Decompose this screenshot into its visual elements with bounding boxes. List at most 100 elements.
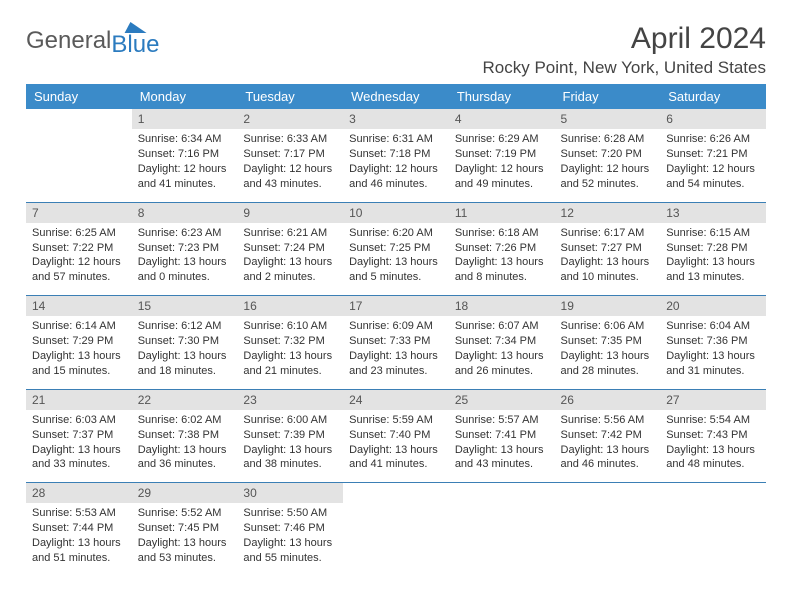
sunrise-line: Sunrise: 6:21 AM (243, 226, 337, 241)
weekday-header: Thursday (449, 84, 555, 109)
sunrise-line: Sunrise: 6:31 AM (349, 132, 443, 147)
sunrise-line: Sunrise: 6:28 AM (561, 132, 655, 147)
day-number: 9 (237, 203, 343, 223)
daylight-line-2: and 26 minutes. (455, 364, 549, 379)
location-text: Rocky Point, New York, United States (483, 58, 766, 78)
day-number: 30 (237, 483, 343, 503)
weekday-header: Saturday (660, 84, 766, 109)
sunset-line: Sunset: 7:38 PM (138, 428, 232, 443)
calendar-day-cell: 5Sunrise: 6:28 AMSunset: 7:20 PMDaylight… (555, 109, 661, 202)
calendar-day-cell: 24Sunrise: 5:59 AMSunset: 7:40 PMDayligh… (343, 389, 449, 483)
weekday-header: Wednesday (343, 84, 449, 109)
daylight-line-2: and 36 minutes. (138, 457, 232, 472)
sunrise-line: Sunrise: 6:03 AM (32, 413, 126, 428)
daylight-line-1: Daylight: 13 hours (349, 255, 443, 270)
sunrise-line: Sunrise: 5:53 AM (32, 506, 126, 521)
sunrise-line: Sunrise: 6:09 AM (349, 319, 443, 334)
sunset-line: Sunset: 7:24 PM (243, 241, 337, 256)
sunrise-line: Sunrise: 6:10 AM (243, 319, 337, 334)
sunrise-line: Sunrise: 6:34 AM (138, 132, 232, 147)
calendar-week-row: 14 Sunrise: 6:14 AMSunset: 7:29 PM Dayligh… (26, 296, 766, 390)
daylight-line-2: and 41 minutes. (349, 457, 443, 472)
sunset-line: Sunset: 7:36 PM (666, 334, 760, 349)
calendar-day-cell: 8Sunrise: 6:23 AMSunset: 7:23 PMDaylight… (132, 202, 238, 296)
sunset-line: Sunset: 7:41 PM (455, 428, 549, 443)
daylight-line-1: Daylight: 13 hours (455, 255, 549, 270)
calendar-table: SundayMondayTuesdayWednesdayThursdayFrid… (26, 84, 766, 576)
sunrise-line: Sunrise: 5:57 AM (455, 413, 549, 428)
header: General Blue April 2024 Rocky Point, New… (26, 22, 766, 78)
daylight-line-2: and 15 minutes. (32, 364, 126, 379)
logo: General Blue (26, 22, 159, 59)
daylight-line-2: and 0 minutes. (138, 270, 232, 285)
daylight-line-2: and 48 minutes. (666, 457, 760, 472)
daylight-line-2: and 10 minutes. (561, 270, 655, 285)
daylight-line-1: Daylight: 13 hours (561, 255, 655, 270)
sunrise-line: Sunrise: 6:12 AM (138, 319, 232, 334)
calendar-day-cell: 2Sunrise: 6:33 AMSunset: 7:17 PMDaylight… (237, 109, 343, 202)
sunset-line: Sunset: 7:19 PM (455, 147, 549, 162)
daylight-line-1: Daylight: 13 hours (455, 349, 549, 364)
sunrise-line: Sunrise: 5:50 AM (243, 506, 337, 521)
daylight-line-2: and 18 minutes. (138, 364, 232, 379)
sunset-line: Sunset: 7:44 PM (32, 521, 126, 536)
sunset-line: Sunset: 7:43 PM (666, 428, 760, 443)
sunrise-line: Sunrise: 5:59 AM (349, 413, 443, 428)
daylight-line-1: Daylight: 13 hours (349, 349, 443, 364)
sunrise-line: Sunrise: 6:17 AM (561, 226, 655, 241)
sunset-line: Sunset: 7:29 PM (32, 334, 126, 349)
daylight-line-1: Daylight: 13 hours (32, 536, 126, 551)
day-number: 1 (132, 109, 238, 129)
weekday-header: Monday (132, 84, 238, 109)
sunrise-line: Sunrise: 6:18 AM (455, 226, 549, 241)
daylight-line-1: Daylight: 13 hours (243, 443, 337, 458)
daylight-line-2: and 13 minutes. (666, 270, 760, 285)
weekday-header: Sunday (26, 84, 132, 109)
sunrise-line: Sunrise: 6:04 AM (666, 319, 760, 334)
sunset-line: Sunset: 7:42 PM (561, 428, 655, 443)
calendar-day-cell: 7Sunrise: 6:25 AMSunset: 7:22 PMDaylight… (26, 202, 132, 296)
daylight-line-2: and 31 minutes. (666, 364, 760, 379)
sunset-line: Sunset: 7:45 PM (138, 521, 232, 536)
day-number: 2 (237, 109, 343, 129)
sunset-line: Sunset: 7:46 PM (243, 521, 337, 536)
daylight-line-1: Daylight: 12 hours (243, 162, 337, 177)
daylight-line-1: Daylight: 12 hours (32, 255, 126, 270)
sunset-line: Sunset: 7:32 PM (243, 334, 337, 349)
daylight-line-1: Daylight: 13 hours (138, 536, 232, 551)
daylight-line-2: and 28 minutes. (561, 364, 655, 379)
day-number: 22 (132, 390, 238, 410)
daylight-line-1: Daylight: 13 hours (243, 536, 337, 551)
sunrise-line: Sunrise: 6:14 AM (32, 319, 126, 334)
daylight-line-1: Daylight: 13 hours (243, 255, 337, 270)
sunset-line: Sunset: 7:33 PM (349, 334, 443, 349)
day-number: 17 (343, 296, 449, 316)
day-number: 6 (660, 109, 766, 129)
sunset-line: Sunset: 7:37 PM (32, 428, 126, 443)
day-number: 18 (449, 296, 555, 316)
daylight-line-1: Daylight: 13 hours (666, 349, 760, 364)
calendar-day-cell (660, 483, 766, 576)
daylight-line-1: Daylight: 13 hours (138, 443, 232, 458)
daylight-line-2: and 8 minutes. (455, 270, 549, 285)
calendar-day-cell: 17 Sunrise: 6:09 AMSunset: 7:33 PMDayligh… (343, 296, 449, 390)
daylight-line-1: Daylight: 12 hours (138, 162, 232, 177)
sunset-line: Sunset: 7:34 PM (455, 334, 549, 349)
daylight-line-1: Daylight: 13 hours (349, 443, 443, 458)
sunset-line: Sunset: 7:23 PM (138, 241, 232, 256)
day-number: 14 (26, 296, 132, 316)
daylight-line-1: Daylight: 13 hours (666, 443, 760, 458)
calendar-day-cell: 30 Sunrise: 5:50 AMSunset: 7:46 PMDayligh… (237, 483, 343, 576)
calendar-day-cell: 18Sunrise: 6:07 AMSunset: 7:34 PMDayligh… (449, 296, 555, 390)
sunrise-line: Sunrise: 5:54 AM (666, 413, 760, 428)
daylight-line-1: Daylight: 13 hours (243, 349, 337, 364)
calendar-day-cell: 11Sunrise: 6:18 AMSunset: 7:26 PMDayligh… (449, 202, 555, 296)
day-number: 10 (343, 203, 449, 223)
calendar-day-cell: 25Sunrise: 5:57 AMSunset: 7:41 PMDayligh… (449, 389, 555, 483)
daylight-line-2: and 43 minutes. (455, 457, 549, 472)
weekday-header: Friday (555, 84, 661, 109)
calendar-day-cell: 15Sunrise: 6:12 AMSunset: 7:30 PMDayligh… (132, 296, 238, 390)
daylight-line-2: and 2 minutes. (243, 270, 337, 285)
calendar-day-cell: 1Sunrise: 6:34 AMSunset: 7:16 PMDaylight… (132, 109, 238, 202)
calendar-day-cell: 26Sunrise: 5:56 AMSunset: 7:42 PMDayligh… (555, 389, 661, 483)
